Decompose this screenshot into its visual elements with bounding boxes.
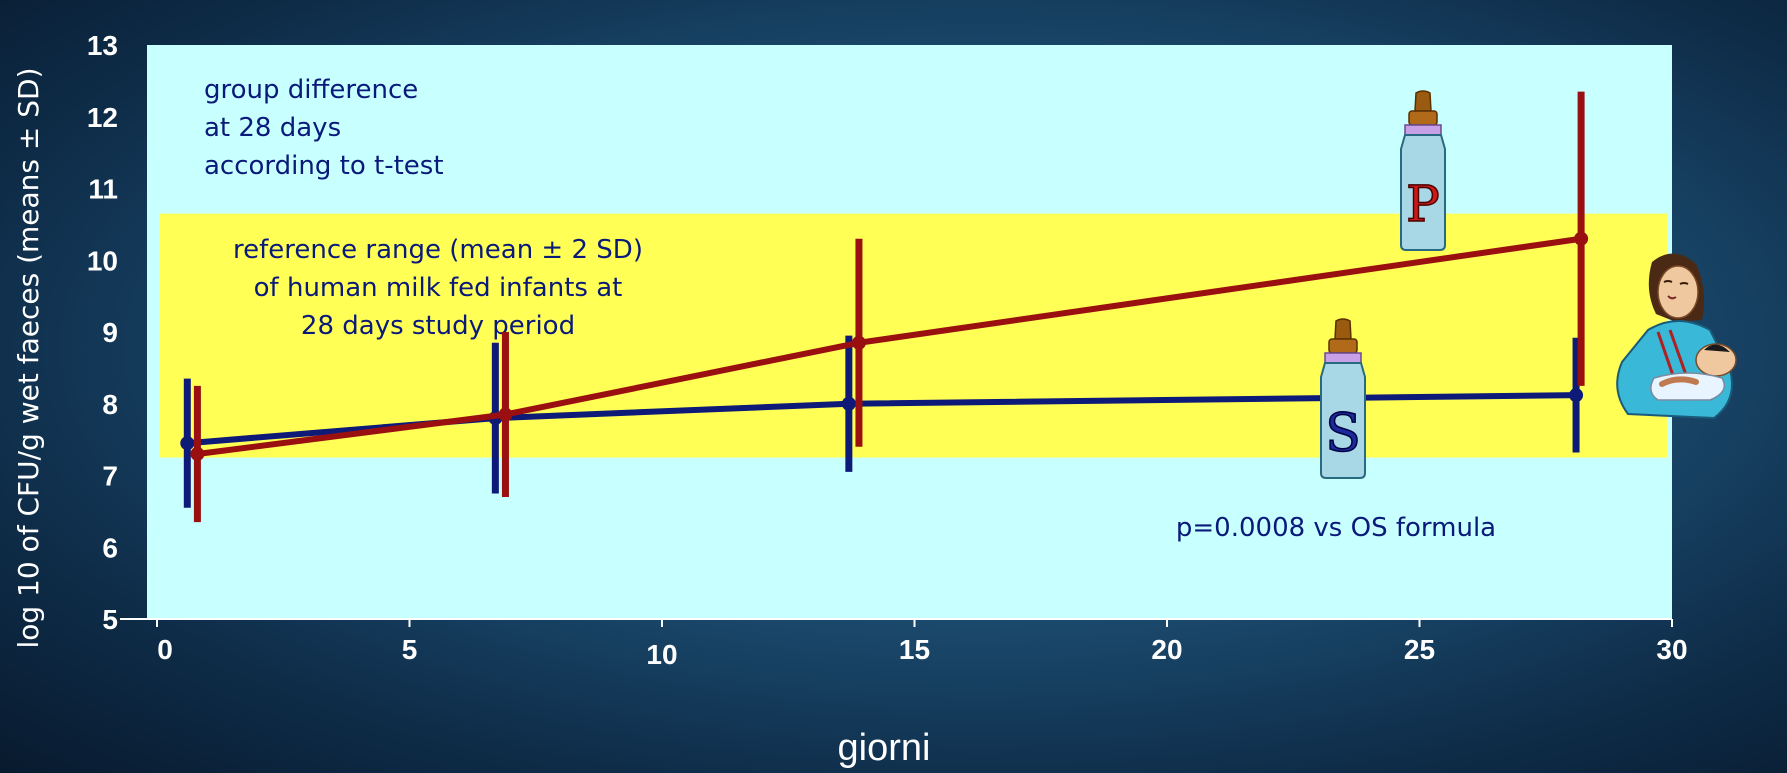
y-tick-label: 12 — [87, 102, 118, 133]
p-value-annotation: p=0.0008 vs OS formula — [1176, 513, 1496, 543]
y-tick-label: 11 — [88, 174, 118, 205]
x-tick-label: 0 — [157, 634, 173, 665]
note-line: according to t-test — [204, 151, 444, 181]
y-tick-label: 8 — [102, 389, 118, 420]
bottle-p-icon: P — [1400, 90, 1446, 251]
x-axis-title: giorni — [838, 727, 931, 769]
series-S — [180, 335, 1584, 508]
series-line — [187, 392, 1577, 447]
data-point — [851, 335, 866, 350]
series-line — [197, 235, 1582, 457]
data-point — [180, 436, 195, 451]
data-point — [1574, 231, 1589, 246]
bottle-s-icon: S — [1320, 318, 1366, 479]
group-difference-note: group difference at 28 days according to… — [204, 75, 444, 181]
y-tick-label: 7 — [102, 461, 118, 492]
data-point — [841, 396, 856, 411]
note-line: at 28 days — [204, 113, 341, 143]
note-line: group difference — [204, 75, 418, 105]
y-tick-label: 9 — [102, 317, 118, 348]
x-tick-label: 10 — [646, 639, 677, 670]
x-tick-label: 15 — [899, 634, 930, 665]
x-tick-label: 30 — [1656, 634, 1687, 665]
x-tick-label: 20 — [1151, 634, 1182, 665]
y-tick-label: 5 — [102, 604, 118, 635]
series-P — [190, 91, 1589, 523]
x-axis-ticks: 0 5 10 15 20 25 30 — [156, 619, 1688, 670]
y-axis-ticks: 5 6 7 8 9 10 11 12 13 — [87, 30, 136, 635]
band-label-line: reference range (mean ± 2 SD) — [233, 235, 643, 265]
data-point — [1569, 388, 1584, 403]
data-point — [498, 407, 513, 422]
y-tick-label: 10 — [87, 245, 118, 276]
band-label-line: of human milk fed infants at — [254, 273, 623, 303]
data-point — [190, 446, 205, 461]
y-axis-title: log 10 of CFU/g wet faeces (means ± SD) — [12, 67, 45, 648]
mother-with-baby-icon — [1616, 253, 1737, 420]
bottle-s-letter: S — [1325, 404, 1361, 464]
x-tick-label: 25 — [1404, 634, 1435, 665]
reference-band-label: reference range (mean ± 2 SD) of human m… — [233, 235, 643, 341]
bottle-p-letter: P — [1406, 175, 1440, 233]
y-tick-label: 6 — [102, 532, 118, 563]
series-layer — [180, 91, 1589, 523]
x-tick-label: 5 — [402, 634, 418, 665]
band-label-line: 28 days study period — [301, 311, 575, 341]
y-tick-label: 13 — [87, 30, 118, 61]
